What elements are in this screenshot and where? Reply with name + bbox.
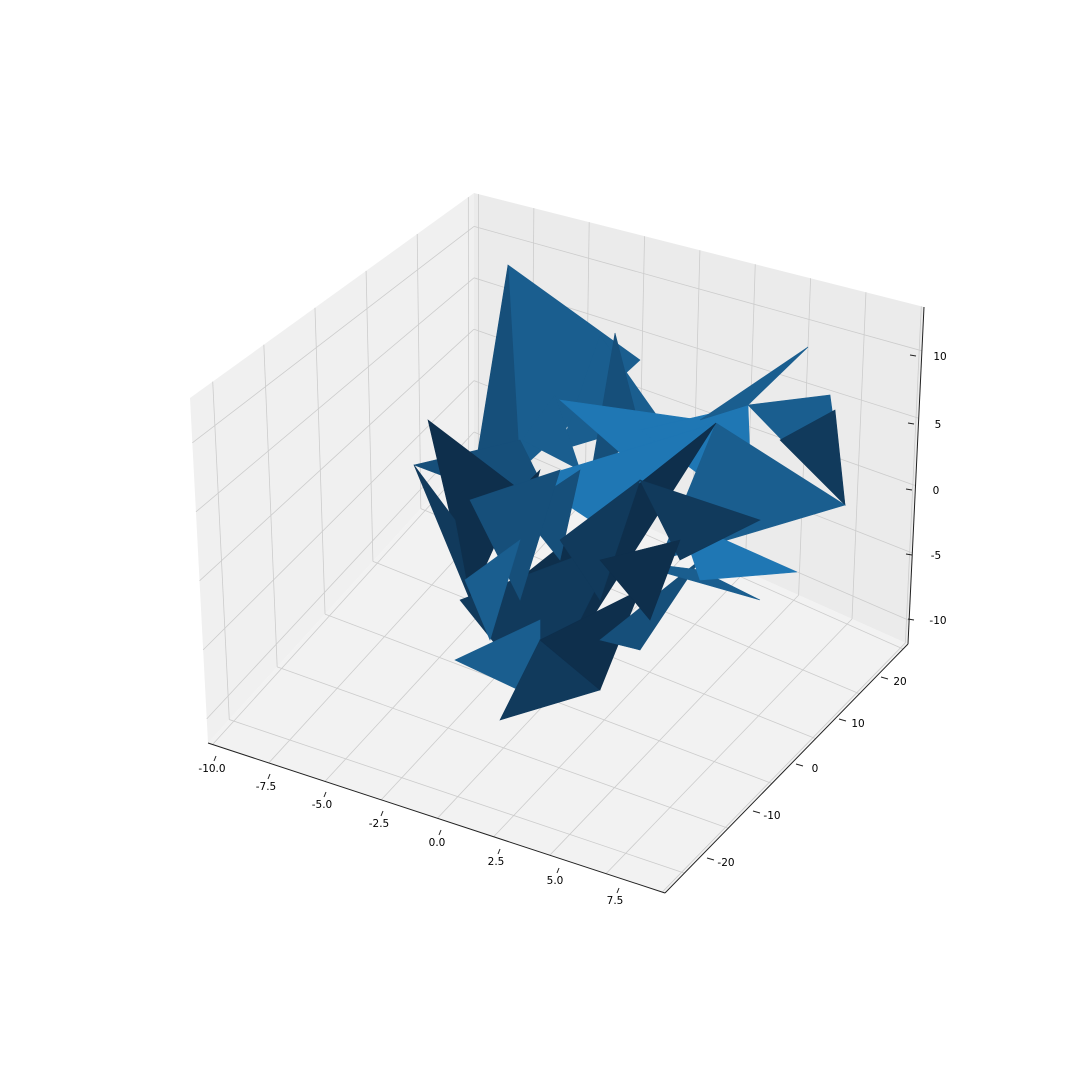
x-tick-mark: [214, 756, 216, 761]
y-tick-label: 10: [851, 718, 864, 730]
z-tick-label: 0: [933, 485, 940, 497]
z-tick-label: 10: [933, 351, 946, 363]
x-tick-mark: [557, 868, 559, 873]
x-tick-label: -2.5: [369, 818, 390, 830]
x-tick-label: -7.5: [256, 781, 277, 793]
x-tick-label: 2.5: [488, 856, 505, 868]
y-tick-label: 20: [893, 676, 906, 688]
x-tick-mark: [268, 774, 270, 779]
y-tick-mark: [839, 719, 846, 721]
z-tick-label: -5: [931, 550, 941, 562]
y-tick-label: -20: [717, 857, 734, 869]
y-tick-mark: [796, 764, 803, 766]
x-tick-mark: [439, 830, 441, 835]
x-tick-mark: [617, 888, 619, 893]
x-tick-mark: [498, 849, 500, 854]
x-tick-label: 5.0: [547, 875, 564, 887]
y-tick-label: -10: [763, 810, 780, 822]
z-tick-label: -10: [929, 615, 946, 627]
x-tick-label: 7.5: [607, 895, 624, 907]
z-tick-label: 5: [935, 419, 942, 431]
x-tick-label: 0.0: [429, 837, 446, 849]
y-tick-label: 0: [812, 763, 819, 775]
y-tick-mark: [707, 858, 714, 860]
x-tick-mark: [324, 792, 326, 797]
y-tick-mark: [753, 811, 760, 813]
y-tick-mark: [881, 677, 888, 679]
x-tick-label: -10.0: [198, 763, 225, 775]
x-tick-label: -5.0: [312, 799, 333, 811]
x-tick-mark: [381, 811, 383, 816]
